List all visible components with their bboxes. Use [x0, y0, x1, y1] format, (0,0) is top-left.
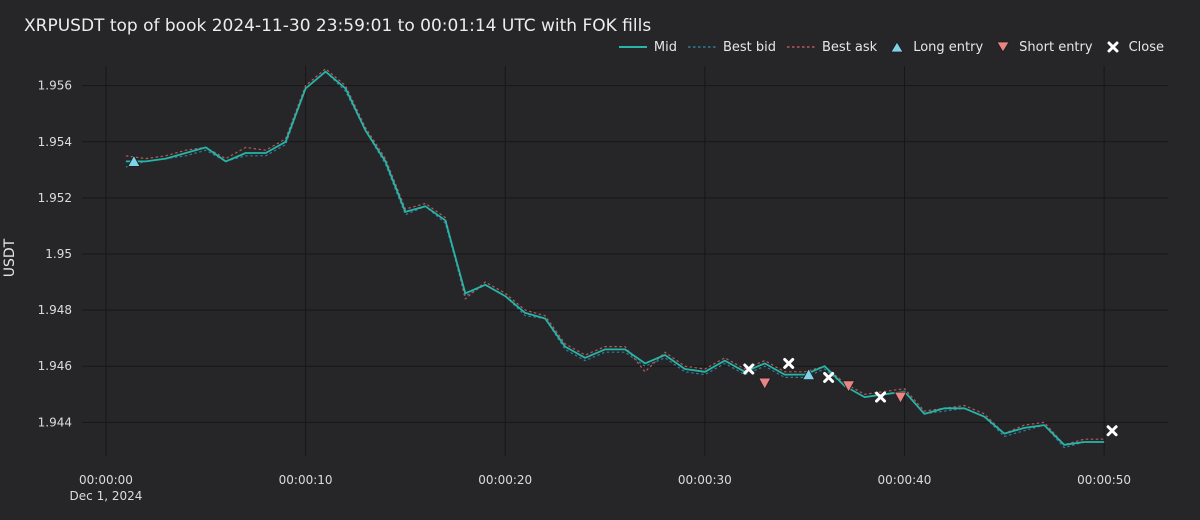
series-line-mid	[125, 70, 1105, 446]
x-tick-label: 00:00:10	[279, 473, 333, 487]
close-marker	[783, 357, 795, 369]
x-tick-label: 00:00:30	[678, 473, 732, 487]
x-tick-label: 00:00:20	[478, 473, 532, 487]
short-entry-marker	[893, 391, 908, 404]
legend-label-best-ask: Best ask	[822, 39, 878, 55]
legend-item-best-bid[interactable]: Best bid	[687, 40, 776, 55]
tick-layer: 1.944 1.946 1.948 1.95 1.952 1.954 1.956 00:00:…	[38, 79, 1131, 503]
long-entry-marker	[127, 154, 141, 167]
grid-layer	[82, 66, 1168, 456]
x-tick-label: 00:00:40	[878, 473, 932, 487]
legend-label-mid: Mid	[653, 39, 677, 55]
legend-label-short-entry: Short entry	[1019, 39, 1093, 55]
triangle-down-icon	[996, 41, 1010, 53]
y-tick-label: 1.956	[38, 79, 72, 93]
x-tick-label: 00:00:00	[79, 473, 133, 487]
x-marker-icon	[1107, 41, 1119, 53]
marker-layer	[127, 154, 1118, 437]
legend-item-close[interactable]: Close	[1103, 40, 1164, 55]
short-entry-marker	[758, 377, 772, 390]
legend-label-best-bid: Best bid	[722, 39, 777, 55]
y-tick-label: 1.944	[38, 415, 72, 429]
x-tick-label: 00:00:50	[1077, 473, 1131, 487]
y-tick-label: 1.948	[38, 303, 72, 317]
chart-legend: Mid Best bid Best ask Long entry Short e…	[608, 38, 1164, 56]
legend-item-short-entry[interactable]: Short entry	[993, 39, 1093, 55]
y-tick-label: 1.946	[38, 359, 72, 373]
close-marker	[1106, 425, 1118, 437]
long-entry-marker	[801, 367, 816, 381]
legend-item-long-entry[interactable]: Long entry	[887, 40, 983, 55]
legend-swatch-solid	[618, 46, 647, 48]
close-marker	[743, 363, 755, 375]
series-layer	[125, 68, 1105, 449]
series-line-best-bid	[125, 70, 1105, 449]
y-tick-label: 1.952	[38, 191, 72, 205]
legend-label-long-entry: Long entry	[913, 39, 984, 55]
y-tick-label: 1.95	[45, 247, 72, 261]
legend-item-mid[interactable]: Mid	[618, 40, 677, 55]
close-marker	[823, 371, 835, 383]
x-tick-sublabel: Dec 1, 2024	[70, 489, 143, 503]
close-marker	[875, 391, 887, 403]
series-line-best-ask	[125, 68, 1105, 446]
chart-title: XRPUSDT top of book 2024-11-30 23:59:01 …	[24, 16, 652, 36]
y-tick-label: 1.954	[38, 135, 72, 149]
short-entry-marker	[841, 380, 856, 393]
triangle-up-icon	[890, 41, 904, 53]
legend-label-close: Close	[1128, 39, 1164, 55]
legend-item-best-ask[interactable]: Best ask	[786, 40, 877, 55]
